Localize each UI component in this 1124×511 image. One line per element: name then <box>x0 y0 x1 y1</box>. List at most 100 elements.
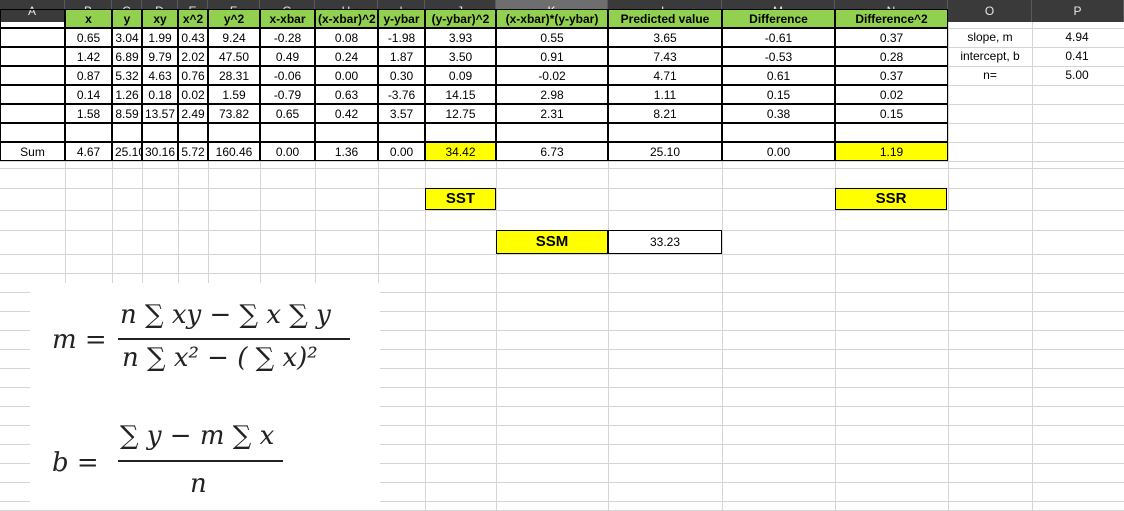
table-cell[interactable]: 3.65 <box>608 28 722 47</box>
table-cell[interactable]: 0.02 <box>835 85 948 104</box>
sum-cell[interactable]: 0.00 <box>260 142 315 161</box>
table-cell[interactable]: 3.57 <box>378 104 425 123</box>
table-cell[interactable]: 0.18 <box>142 85 178 104</box>
table-header[interactable]: (y-ybar)^2 <box>425 9 496 28</box>
table-cell[interactable]: 1.26 <box>112 85 142 104</box>
table-cell[interactable]: -0.06 <box>260 66 315 85</box>
table-cell[interactable]: 5.32 <box>112 66 142 85</box>
table-cell[interactable]: 4.71 <box>608 66 722 85</box>
empty-corner-cell[interactable] <box>0 9 65 28</box>
table-row-a-cell[interactable] <box>0 47 65 66</box>
table-cell[interactable]: 0.49 <box>260 47 315 66</box>
table-row-a-cell[interactable] <box>0 85 65 104</box>
empty-cell[interactable] <box>112 123 142 142</box>
table-cell[interactable]: 1.58 <box>65 104 112 123</box>
table-cell[interactable]: 3.93 <box>425 28 496 47</box>
table-cell[interactable]: 12.75 <box>425 104 496 123</box>
slope-label[interactable]: slope, m <box>967 30 1013 44</box>
table-header[interactable]: x <box>65 9 112 28</box>
table-cell[interactable]: 0.76 <box>178 66 208 85</box>
table-cell[interactable]: 2.98 <box>496 85 608 104</box>
table-cell[interactable]: 0.91 <box>496 47 608 66</box>
table-cell[interactable]: 0.65 <box>260 104 315 123</box>
table-cell[interactable]: 0.37 <box>835 66 948 85</box>
sum-label[interactable]: Sum <box>0 142 65 161</box>
table-cell[interactable]: 1.11 <box>608 85 722 104</box>
table-cell[interactable]: 0.87 <box>65 66 112 85</box>
sum-cell[interactable]: 30.16 <box>142 142 178 161</box>
sum-highlight-cell[interactable]: 34.42 <box>425 142 496 161</box>
empty-cell[interactable] <box>315 123 378 142</box>
table-cell[interactable]: 0.24 <box>315 47 378 66</box>
table-cell[interactable]: 1.99 <box>142 28 178 47</box>
empty-cell[interactable] <box>608 123 722 142</box>
sum-cell[interactable]: 160.46 <box>208 142 260 161</box>
table-cell[interactable]: 0.38 <box>722 104 835 123</box>
table-cell[interactable]: 8.21 <box>608 104 722 123</box>
table-cell[interactable]: 14.15 <box>425 85 496 104</box>
table-cell[interactable]: 2.31 <box>496 104 608 123</box>
sum-cell[interactable]: 5.72 <box>178 142 208 161</box>
table-header[interactable]: y^2 <box>208 9 260 28</box>
table-cell[interactable]: 0.61 <box>722 66 835 85</box>
empty-cell[interactable] <box>208 123 260 142</box>
column-header-p[interactable]: P <box>1032 0 1124 22</box>
sum-cell[interactable]: 0.00 <box>722 142 835 161</box>
sum-cell[interactable]: 6.73 <box>496 142 608 161</box>
ssm-value[interactable]: 33.23 <box>608 230 722 254</box>
table-cell[interactable]: 0.14 <box>65 85 112 104</box>
table-cell[interactable]: 0.08 <box>315 28 378 47</box>
table-header[interactable]: xy <box>142 9 178 28</box>
sum-cell[interactable]: 25.10 <box>608 142 722 161</box>
table-cell[interactable]: 73.82 <box>208 104 260 123</box>
table-row-a-cell[interactable] <box>0 104 65 123</box>
table-cell[interactable]: 0.65 <box>65 28 112 47</box>
column-header-o[interactable]: O <box>948 0 1032 22</box>
empty-cell[interactable] <box>835 123 948 142</box>
table-cell[interactable]: -0.02 <box>496 66 608 85</box>
empty-cell[interactable] <box>425 123 496 142</box>
table-cell[interactable]: 3.04 <box>112 28 142 47</box>
table-cell[interactable]: 9.24 <box>208 28 260 47</box>
table-cell[interactable]: 1.42 <box>65 47 112 66</box>
table-cell[interactable]: 0.00 <box>315 66 378 85</box>
table-cell[interactable]: 0.42 <box>315 104 378 123</box>
sum-cell[interactable]: 4.67 <box>65 142 112 161</box>
table-cell[interactable]: 7.43 <box>608 47 722 66</box>
empty-cell[interactable] <box>722 123 835 142</box>
table-cell[interactable]: 28.31 <box>208 66 260 85</box>
table-cell[interactable]: 2.02 <box>178 47 208 66</box>
intercept-value[interactable]: 0.41 <box>1065 49 1089 63</box>
n-label[interactable]: n= <box>983 68 997 82</box>
empty-cell[interactable] <box>496 123 608 142</box>
table-cell[interactable]: 3.50 <box>425 47 496 66</box>
table-cell[interactable]: 0.63 <box>315 85 378 104</box>
table-cell[interactable]: 0.30 <box>378 66 425 85</box>
empty-cell[interactable] <box>0 123 65 142</box>
sst-label[interactable]: SST <box>425 188 496 210</box>
table-cell[interactable]: 0.37 <box>835 28 948 47</box>
table-cell[interactable]: 2.49 <box>178 104 208 123</box>
table-cell[interactable]: 0.55 <box>496 28 608 47</box>
table-cell[interactable]: 0.15 <box>835 104 948 123</box>
empty-cell[interactable] <box>260 123 315 142</box>
sum-cell[interactable]: 25.10 <box>112 142 142 161</box>
empty-cell[interactable] <box>178 123 208 142</box>
table-cell[interactable]: -0.79 <box>260 85 315 104</box>
empty-cell[interactable] <box>65 123 112 142</box>
table-row-a-cell[interactable] <box>0 28 65 47</box>
table-cell[interactable]: 13.57 <box>142 104 178 123</box>
table-header[interactable]: Predicted value <box>608 9 722 28</box>
table-header[interactable]: Difference <box>722 9 835 28</box>
table-header[interactable]: y-ybar <box>378 9 425 28</box>
table-header[interactable]: x-xbar <box>260 9 315 28</box>
table-cell[interactable]: 0.02 <box>178 85 208 104</box>
table-header[interactable]: x^2 <box>178 9 208 28</box>
table-cell[interactable]: -3.76 <box>378 85 425 104</box>
table-cell[interactable]: 4.63 <box>142 66 178 85</box>
table-cell[interactable]: -1.98 <box>378 28 425 47</box>
empty-cell[interactable] <box>378 123 425 142</box>
table-cell[interactable]: 0.09 <box>425 66 496 85</box>
intercept-label[interactable]: intercept, b <box>960 49 1020 63</box>
table-row-a-cell[interactable] <box>0 66 65 85</box>
